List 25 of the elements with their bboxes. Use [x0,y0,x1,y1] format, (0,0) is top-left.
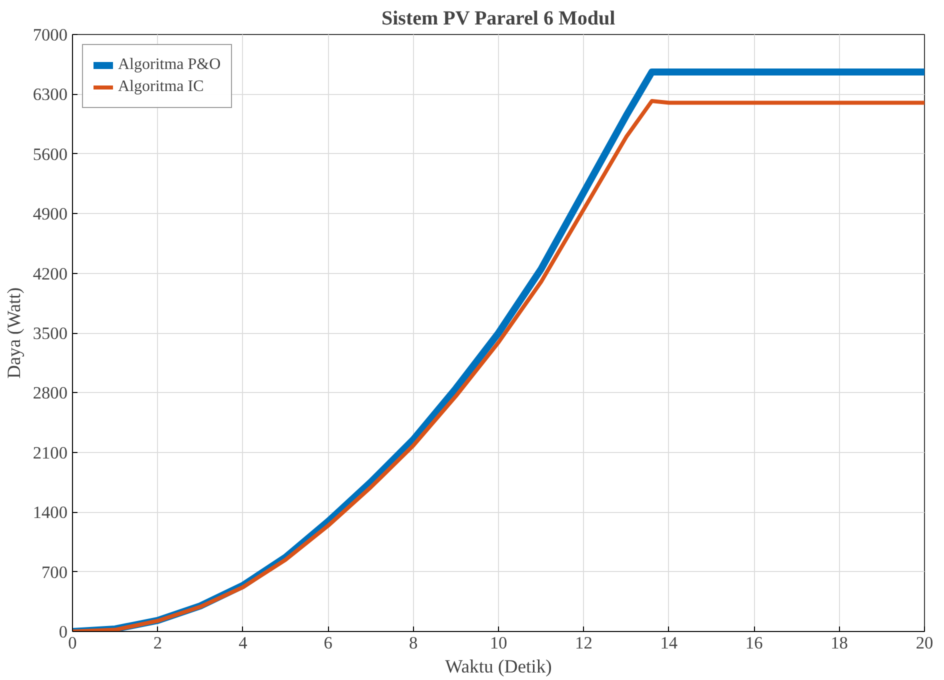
x-tick-label: 6 [324,634,333,652]
y-tick-label: 6300 [32,85,68,104]
x-tick-label: 4 [238,634,248,652]
y-tick-label: 7000 [32,26,68,44]
y-tick-label: 4200 [32,264,68,284]
legend-label: Algoritma IC [118,78,204,96]
x-tick-label: 8 [408,634,418,652]
y-tick-label: 1400 [32,503,68,522]
chart-title: Sistem PV Pararel 6 Modul [381,8,616,30]
y-tick-label: 700 [42,562,68,582]
y-tick-label: 2800 [32,384,68,403]
legend-label: Algoritma P&O [118,56,221,74]
x-tick-label: 16 [745,634,764,652]
x-tick-label: 2 [153,634,162,652]
x-tick-label: 20 [916,634,934,652]
y-tick-label: 4900 [32,204,68,224]
x-tick-label: 12 [575,634,592,652]
x-tick-label: 10 [490,634,508,652]
x-axis-title: Waktu (Detik) [445,656,552,678]
y-tick-label: 2100 [32,443,68,462]
x-tick-label: 14 [660,634,678,652]
y-tick-label: 5600 [32,144,68,164]
x-tick-label: 18 [830,634,848,652]
y-tick-label: 3500 [32,324,68,343]
y-axis-title: Daya (Watt) [4,287,25,379]
